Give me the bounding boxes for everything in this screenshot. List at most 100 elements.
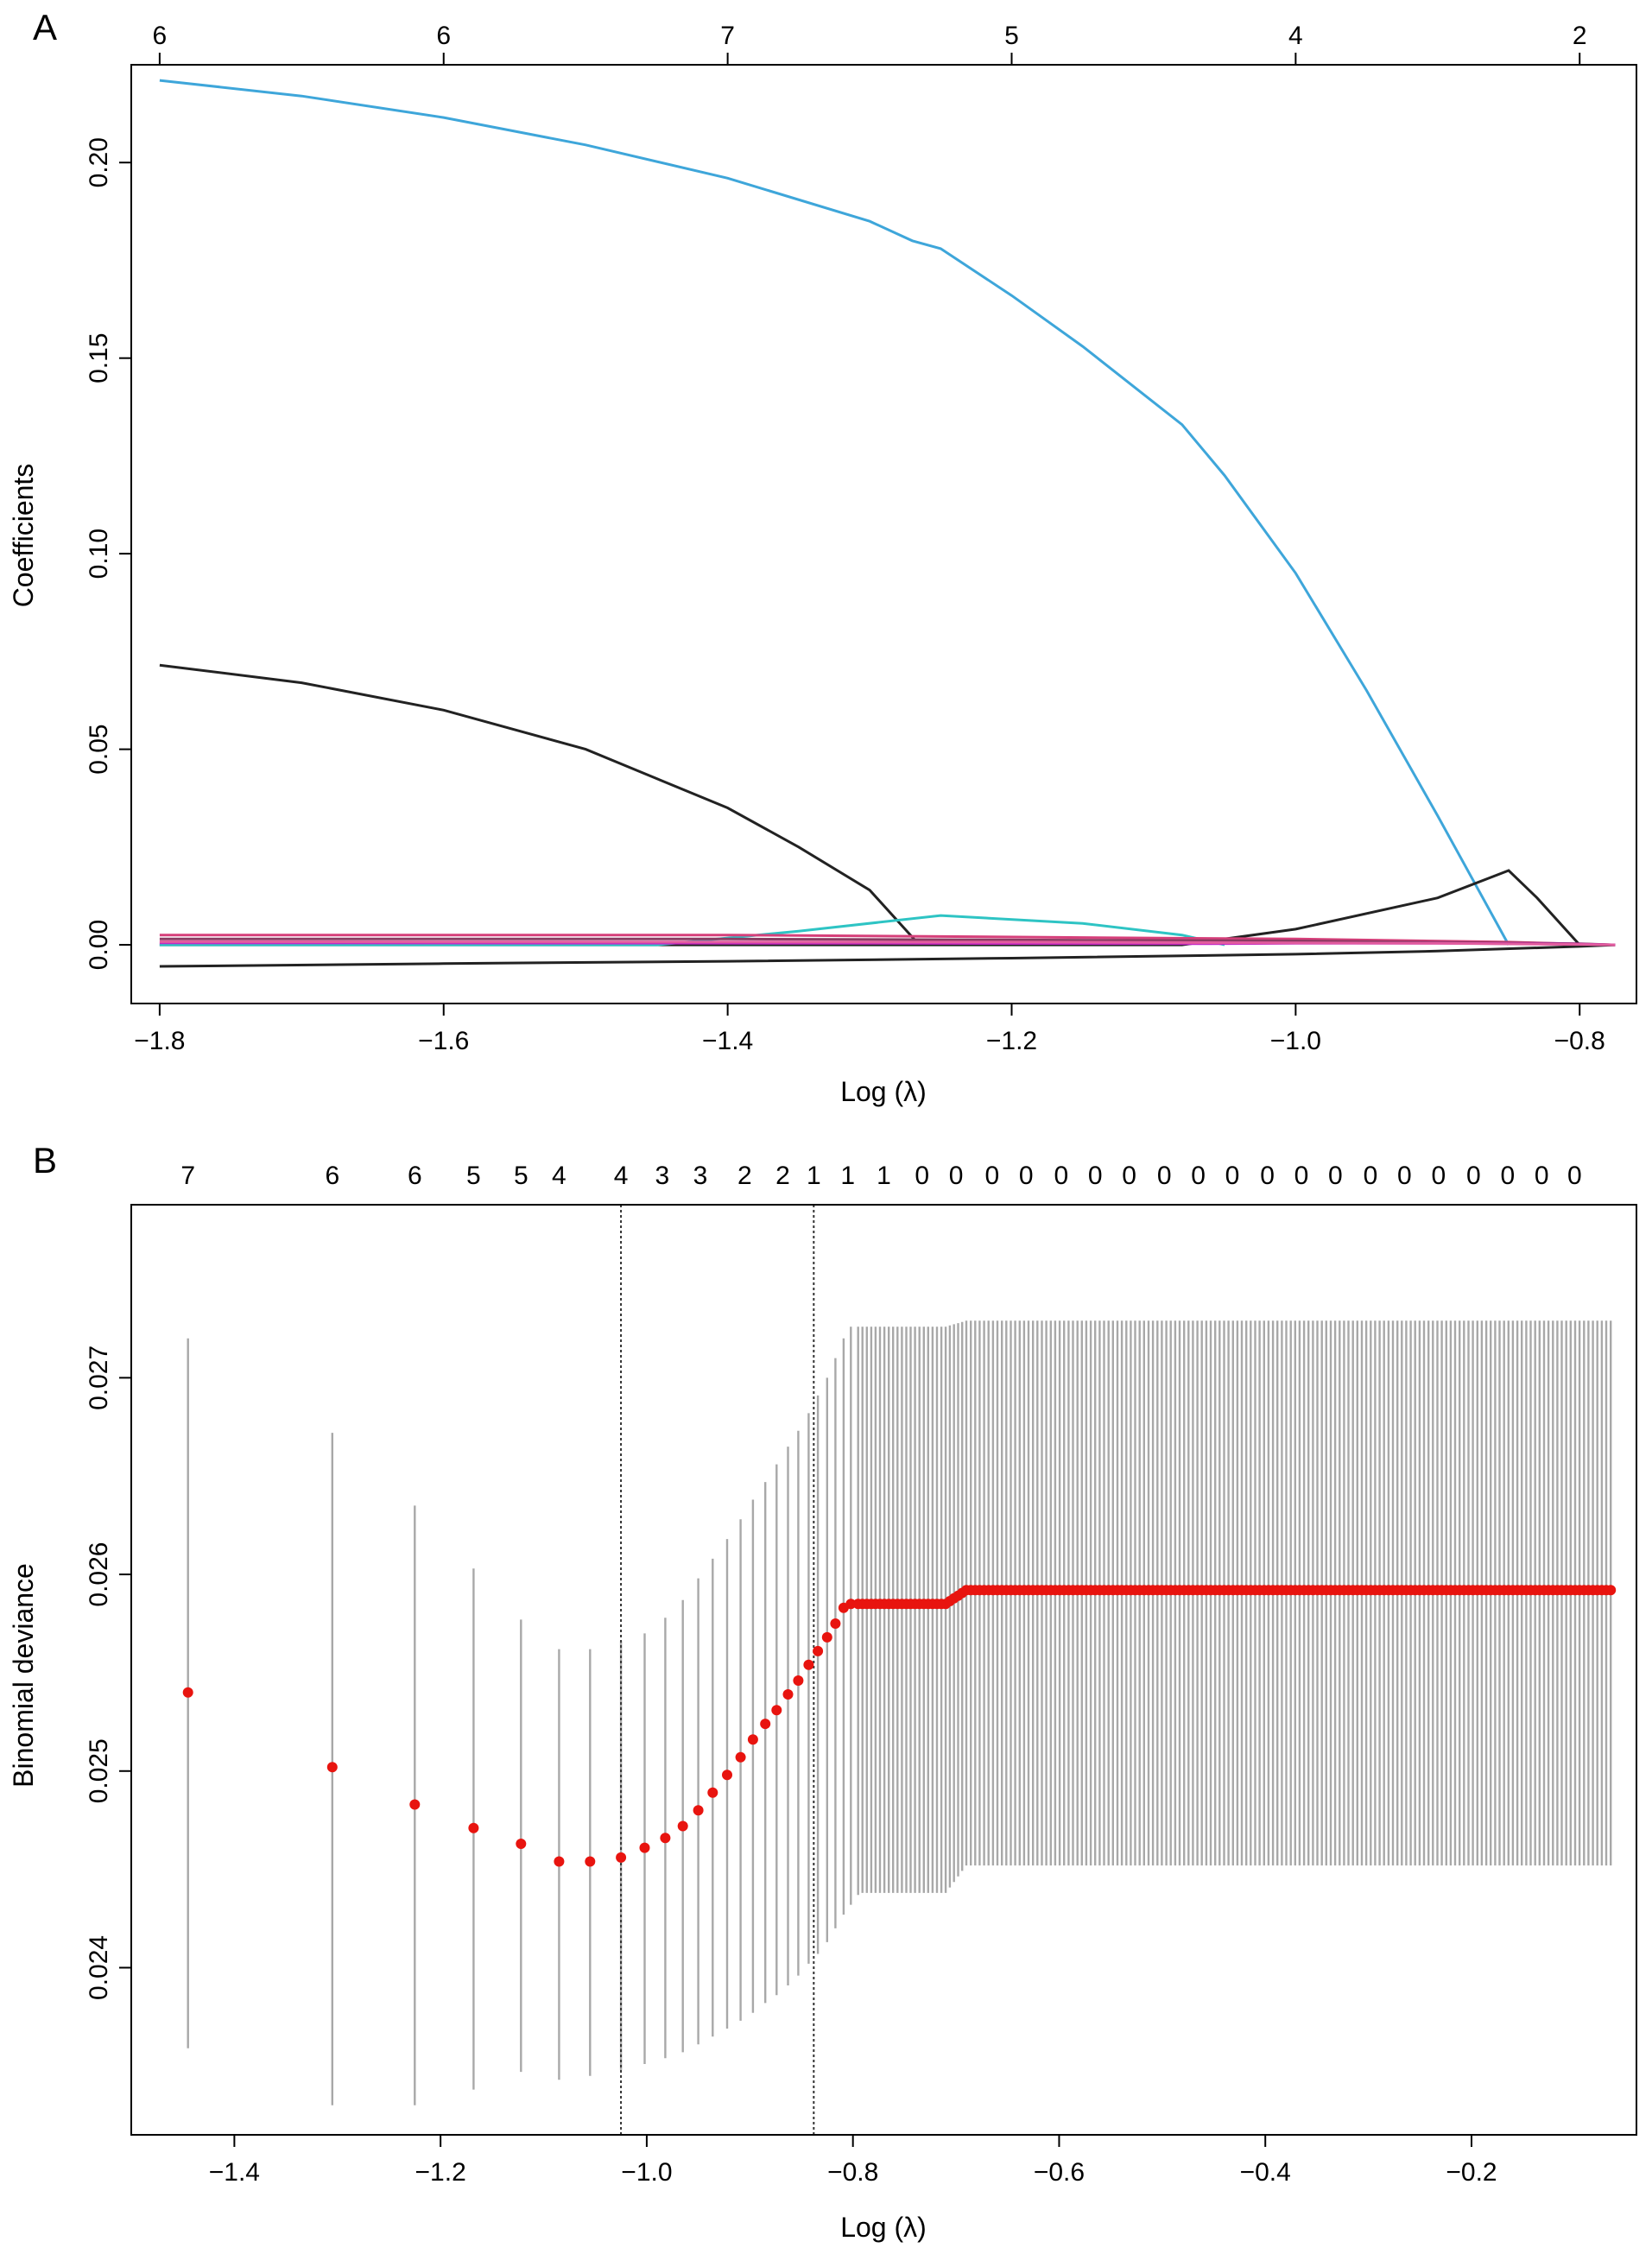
- top-tick-label: 6: [153, 22, 168, 50]
- deviance-point: [639, 1842, 650, 1853]
- top-count-label: 0: [1567, 1162, 1582, 1190]
- deviance-point: [409, 1799, 421, 1810]
- top-tick-label: 2: [1573, 22, 1587, 50]
- coefficient-path-line: [159, 943, 1616, 968]
- top-count-label: 2: [737, 1162, 752, 1190]
- x-tick-label: −1.0: [621, 2158, 672, 2187]
- deviance-point: [1605, 1585, 1617, 1596]
- panel-b-y-axis-label: Binomial deviance: [8, 1563, 39, 1788]
- deviance-point: [845, 1599, 857, 1610]
- x-tick-label: −0.8: [827, 2158, 878, 2187]
- top-count-label: 1: [840, 1162, 855, 1190]
- top-count-label: 0: [1260, 1162, 1275, 1190]
- panel-b-x-axis: −1.4 −1.2 −1.0 −0.8 −0.6 −0.4 −0.2: [209, 2135, 1497, 2187]
- panel-a-x-axis: −1.8 −1.6 −1.4 −1.2 −1.0 −0.8: [134, 1004, 1605, 1055]
- top-count-label: 0: [1535, 1162, 1549, 1190]
- deviance-point: [771, 1705, 782, 1716]
- top-count-label: 0: [1225, 1162, 1240, 1190]
- panel-b-x-axis-label: Log (λ): [840, 2212, 927, 2243]
- deviance-point: [182, 1687, 193, 1698]
- deviance-point: [830, 1618, 841, 1629]
- top-count-label: 0: [1364, 1162, 1378, 1190]
- top-count-label: 0: [1122, 1162, 1136, 1190]
- panel-a-label: A: [33, 7, 57, 47]
- panel-b-y-axis: 0.024 0.025 0.026 0.027: [85, 1345, 131, 2000]
- top-count-label: 5: [514, 1162, 529, 1190]
- panel-a-series-group: [159, 79, 1616, 968]
- y-tick-label: 0.20: [85, 137, 113, 187]
- top-count-label: 6: [325, 1162, 339, 1190]
- top-count-label: 2: [775, 1162, 790, 1190]
- top-count-label: 0: [1088, 1162, 1103, 1190]
- x-tick-label: −1.0: [1270, 1027, 1321, 1055]
- panel-a-plot-frame: [130, 64, 1637, 1004]
- panel-b-cross-validation: B −1.4 −1.2 −1.0 −0.8 −0.6 −0.4 −0.2 0.0240.02…: [8, 1140, 1637, 2243]
- top-count-label: 1: [877, 1162, 891, 1190]
- top-count-label: 7: [180, 1162, 195, 1190]
- coefficient-path-line: [159, 914, 1225, 947]
- top-count-label: 3: [655, 1162, 669, 1190]
- deviance-point: [722, 1770, 732, 1781]
- top-count-label: 0: [1294, 1162, 1309, 1190]
- top-count-label: 4: [552, 1162, 566, 1190]
- deviance-point: [693, 1805, 704, 1816]
- y-tick-label: 0.025: [85, 1738, 113, 1803]
- deviance-point: [468, 1822, 479, 1833]
- panel-b-plot-frame: [130, 1204, 1637, 2136]
- deviance-point: [516, 1839, 527, 1849]
- top-count-label: 0: [949, 1162, 964, 1190]
- x-tick-label: −0.6: [1034, 2158, 1085, 2187]
- panel-b-points-group: [182, 1585, 1617, 1867]
- deviance-point: [660, 1833, 671, 1844]
- deviance-point: [677, 1820, 688, 1832]
- x-tick-label: −1.4: [209, 2158, 260, 2187]
- x-tick-label: −0.4: [1240, 2158, 1291, 2187]
- top-tick-label: 4: [1288, 22, 1303, 50]
- x-tick-label: −0.2: [1446, 2158, 1497, 2187]
- y-tick-label: 0.026: [85, 1542, 113, 1607]
- top-count-label: 1: [807, 1162, 821, 1190]
- deviance-point: [616, 1852, 627, 1863]
- top-count-label: 0: [1466, 1162, 1481, 1190]
- y-tick-label: 0.00: [85, 920, 113, 970]
- deviance-point: [793, 1675, 804, 1686]
- panel-b-lambda-lines: [620, 1205, 815, 2135]
- x-tick-label: −1.8: [134, 1027, 185, 1055]
- top-count-label: 0: [1328, 1162, 1343, 1190]
- deviance-point: [821, 1631, 832, 1643]
- top-count-label: 3: [693, 1162, 708, 1190]
- panel-b-errorbars-group: [187, 1320, 1612, 2105]
- y-tick-label: 0.027: [85, 1345, 113, 1410]
- deviance-point: [585, 1856, 596, 1867]
- deviance-point: [782, 1689, 794, 1700]
- y-tick-label: 0.024: [85, 1935, 113, 2000]
- deviance-point: [554, 1856, 565, 1867]
- top-tick-label: 6: [436, 22, 451, 50]
- y-tick-label: 0.10: [85, 529, 113, 579]
- panel-b-label: B: [33, 1140, 57, 1181]
- top-tick-label: 7: [720, 22, 735, 50]
- coefficient-path-line: [159, 940, 1616, 947]
- top-count-label: 0: [1191, 1162, 1206, 1190]
- top-count-label: 5: [466, 1162, 481, 1190]
- top-count-label: 0: [1054, 1162, 1068, 1190]
- top-count-label: 0: [915, 1162, 929, 1190]
- top-count-label: 6: [408, 1162, 422, 1190]
- deviance-point: [803, 1659, 814, 1670]
- panel-a-x-axis-label: Log (λ): [840, 1076, 927, 1107]
- panel-a-y-axis: 0.00 0.05 0.10 0.15 0.20: [85, 137, 131, 970]
- deviance-point: [707, 1787, 718, 1798]
- y-tick-label: 0.15: [85, 332, 113, 383]
- panel-a-coefficient-path: A −1.8 −1.6 −1.4 −1.2 −1.0 −0.8 0.000.050.100…: [8, 7, 1637, 1107]
- deviance-point: [760, 1719, 771, 1730]
- top-count-label: 0: [985, 1162, 1000, 1190]
- coefficient-path-line: [159, 79, 1510, 946]
- x-tick-label: −1.2: [986, 1027, 1037, 1055]
- top-count-label: 4: [614, 1162, 629, 1190]
- top-count-label: 0: [1019, 1162, 1034, 1190]
- top-count-label: 0: [1157, 1162, 1172, 1190]
- top-count-label: 0: [1431, 1162, 1446, 1190]
- panel-a-top-axis: 6 6 7 5 4 2: [153, 22, 1587, 65]
